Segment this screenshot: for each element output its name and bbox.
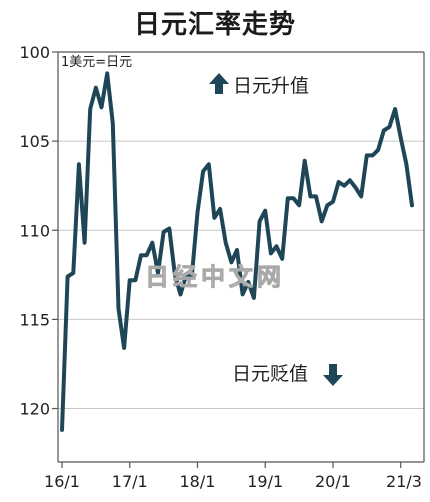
down-arrow-icon [323,364,343,386]
x-tick-label: 18/1 [180,472,216,491]
y-tick-label: 105 [19,132,50,151]
annotation-down: 日元贬值 [232,363,343,386]
y-tick-label: 115 [19,310,50,329]
chart-title: 日元汇率走势 [133,10,296,40]
unit-label: 1美元=日元 [61,55,132,70]
annotation-down-label: 日元贬值 [232,363,308,385]
series-layer [60,71,414,432]
annotation-up: 日元升值 [209,73,309,97]
x-tick-label: 20/1 [315,472,351,491]
y-tick-label: 100 [19,43,50,62]
x-tick-label: 16/1 [44,472,80,491]
y-tick-label: 110 [19,221,50,240]
annotation-up-label: 日元升值 [233,75,309,97]
up-arrow-icon [209,73,229,94]
y-tick-label: 120 [19,400,50,419]
axes-layer: 100 105 110 115 120 16/1 17/1 18/1 19/1 20/1 21/3 [19,43,425,491]
series-line [60,71,414,432]
watermark: 日经中文网 [145,263,285,291]
x-tick-label: 17/1 [112,472,148,491]
grid-layer [58,51,424,410]
x-tick-label: 21/3 [386,472,422,491]
x-tick-label: 19/1 [247,472,283,491]
